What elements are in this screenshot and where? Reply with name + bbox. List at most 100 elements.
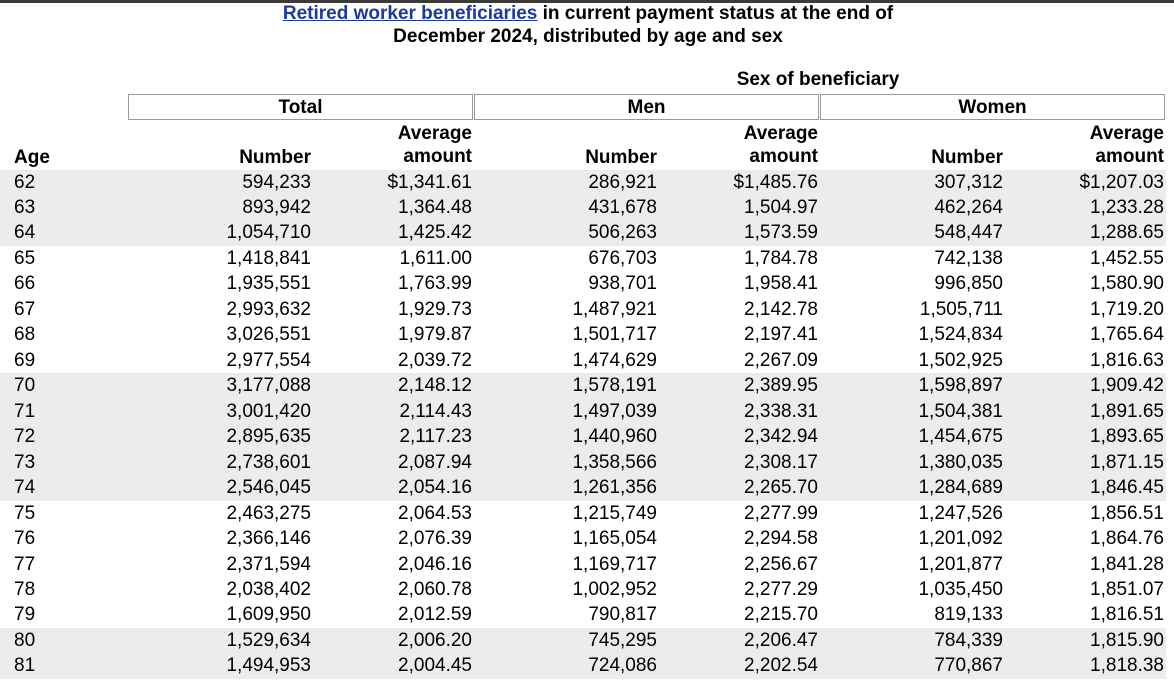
value-cell: 2,206.47	[744, 629, 818, 651]
value-cell: 996,850	[934, 273, 1003, 295]
value-cell: 1,474,629	[572, 349, 657, 371]
value-cell: 1,035,450	[918, 579, 1003, 601]
age-cell: 76	[14, 528, 36, 550]
age-cell: 66	[14, 273, 36, 295]
value-cell: 819,133	[934, 604, 1003, 626]
age-cell: 81	[14, 655, 36, 677]
value-cell: 2,114.43	[399, 400, 472, 422]
table-title: Retired worker beneficiaries in current …	[240, 2, 936, 48]
value-cell: 1,580.90	[1090, 273, 1164, 295]
value-cell: 2,012.59	[398, 604, 472, 626]
value-cell: 2,977,554	[226, 349, 311, 371]
value-cell: 2,006.20	[398, 629, 472, 651]
value-cell: 1,169,717	[572, 553, 657, 575]
value-cell: 1,201,092	[918, 528, 1003, 550]
table-row: 70 3,177,088 2,148.12 1,578,191 2,389.95 1,59…	[0, 373, 1166, 399]
table-row: 65 1,418,841 1,611.00 676,703 1,784.78 742,13…	[0, 246, 1166, 272]
value-cell: 2,277.29	[744, 579, 818, 601]
value-cell: 1,573.59	[744, 222, 818, 244]
age-cell: 75	[14, 502, 36, 524]
age-cell: 78	[14, 579, 36, 601]
value-cell: 2,366,146	[226, 528, 311, 550]
table-row: 62 594,233 $1,341.61 286,921 $1,485.76 307,31…	[0, 169, 1166, 195]
value-cell: 1,425.42	[398, 222, 472, 244]
age-cell: 62	[14, 171, 36, 193]
table-row: 66 1,935,551 1,763.99 938,701 1,958.41 996,85…	[0, 271, 1166, 297]
age-cell: 72	[14, 426, 36, 448]
value-cell: 2,004.45	[398, 655, 472, 677]
table-row: 72 2,895,635 2,117.23 1,440,960 2,342.94 1,45…	[0, 424, 1166, 450]
value-cell: 2,294.58	[744, 528, 818, 550]
table-row: 69 2,977,554 2,039.72 1,474,629 2,267.09 1,50…	[0, 348, 1166, 374]
value-cell: 2,338.31	[744, 400, 818, 422]
table-row: 75 2,463,275 2,064.53 1,215,749 2,277.99 1,24…	[0, 501, 1166, 527]
value-cell: 506,263	[588, 222, 657, 244]
table-row: 74 2,546,045 2,054.16 1,261,356 2,265.70 1,28…	[0, 475, 1166, 501]
value-cell: 1,494,953	[226, 655, 311, 677]
value-cell: $1,485.76	[733, 171, 818, 193]
value-cell: 1,818.38	[1090, 655, 1164, 677]
value-cell: 1,440,960	[572, 426, 657, 448]
value-cell: 2,039.72	[398, 349, 472, 371]
value-cell: 1,598,897	[918, 375, 1003, 397]
column-header: Number	[585, 147, 657, 168]
value-cell: 745,295	[588, 629, 657, 651]
column-header: Age	[14, 147, 50, 168]
table-row: 81 1,494,953 2,004.45 724,086 2,202.54 770,86…	[0, 653, 1166, 679]
age-cell: 64	[14, 222, 36, 244]
value-cell: 2,076.39	[398, 528, 472, 550]
age-cell: 67	[14, 298, 36, 320]
age-cell: 69	[14, 349, 36, 371]
value-cell: 1,165,054	[572, 528, 657, 550]
value-cell: 2,389.95	[744, 375, 818, 397]
value-cell: 1,501,717	[572, 324, 657, 346]
value-cell: 1,524,834	[918, 324, 1003, 346]
title-link[interactable]: Retired worker beneficiaries	[282, 3, 538, 24]
value-cell: 1,454,675	[918, 426, 1003, 448]
value-cell: 2,087.94	[398, 451, 472, 473]
value-cell: 1,288.65	[1090, 222, 1164, 244]
value-cell: 1,891.65	[1090, 400, 1164, 422]
table-row: 80 1,529,634 2,006.20 745,295 2,206.47 784,33…	[0, 627, 1166, 654]
value-cell: 1,452.55	[1090, 247, 1164, 269]
group-header: Men	[474, 94, 819, 120]
value-cell: 1,841.28	[1090, 553, 1164, 575]
column-header: Average amount	[397, 123, 472, 167]
column-header: Average amount	[743, 123, 818, 167]
value-cell: 2,265.70	[744, 477, 818, 499]
value-cell: 2,060.78	[398, 579, 472, 601]
value-cell: 1,719.20	[1090, 298, 1164, 320]
value-cell: 1,504,381	[918, 400, 1003, 422]
value-cell: 2,895,635	[226, 426, 311, 448]
age-cell: 79	[14, 604, 36, 626]
table-row: 79 1,609,950 2,012.59 790,817 2,215.70 819,13…	[0, 602, 1166, 628]
value-cell: 2,463,275	[226, 502, 311, 524]
value-cell: 1,958.41	[744, 273, 818, 295]
value-cell: 1,284,689	[918, 477, 1003, 499]
age-cell: 77	[14, 553, 36, 575]
value-cell: 1,380,035	[918, 451, 1003, 473]
value-cell: 724,086	[588, 655, 657, 677]
value-cell: 2,197.41	[744, 324, 818, 346]
age-cell: 63	[14, 196, 36, 218]
table-row: 68 3,026,551 1,979.87 1,501,717 2,197.41 1,52…	[0, 322, 1166, 348]
value-cell: 1,233.28	[1090, 196, 1164, 218]
value-cell: 1,502,925	[918, 349, 1003, 371]
value-cell: 1,215,749	[572, 502, 657, 524]
value-cell: 2,308.17	[744, 451, 818, 473]
value-cell: 1,002,952	[572, 579, 657, 601]
value-cell: 1,893.65	[1090, 426, 1164, 448]
value-cell: 3,177,088	[226, 375, 311, 397]
column-header: Number	[239, 147, 311, 168]
group-header: Total	[128, 94, 473, 120]
value-cell: 1,871.15	[1090, 451, 1164, 473]
value-cell: 2,148.12	[398, 375, 472, 397]
table-row: 73 2,738,601 2,087.94 1,358,566 2,308.17 1,38…	[0, 449, 1166, 476]
value-cell: 2,215.70	[744, 604, 818, 626]
value-cell: 3,026,551	[226, 324, 311, 346]
value-cell: 1,935,551	[226, 273, 311, 295]
table-row: 76 2,366,146 2,076.39 1,165,054 2,294.58 1,20…	[0, 526, 1166, 552]
value-cell: 2,046.16	[398, 553, 472, 575]
table-row: 64 1,054,710 1,425.42 506,263 1,573.59 548,44…	[0, 220, 1166, 246]
